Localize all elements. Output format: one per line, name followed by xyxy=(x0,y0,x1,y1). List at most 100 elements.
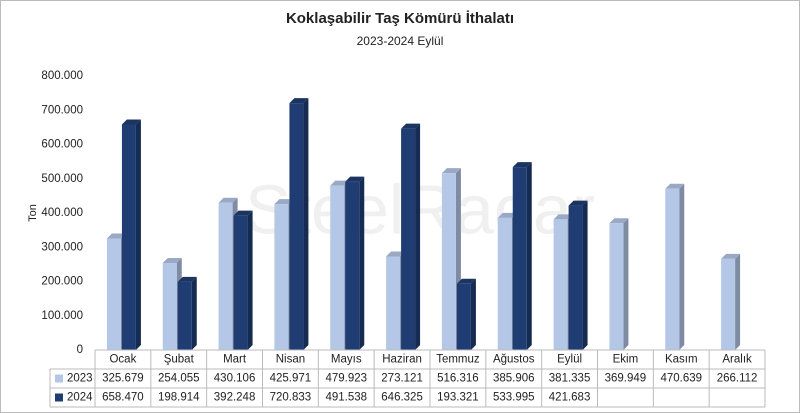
bar-side xyxy=(191,276,197,350)
y-tick-label: 600.000 xyxy=(41,139,83,151)
table-value: 479.923 xyxy=(325,373,367,385)
bar xyxy=(162,262,177,350)
x-tick-label: Aralık xyxy=(722,354,752,366)
bar xyxy=(553,219,568,350)
table-value: 193.321 xyxy=(437,392,479,404)
bar xyxy=(512,167,527,350)
table-value: 381.335 xyxy=(549,373,591,385)
bar-side xyxy=(679,183,685,350)
x-tick-label: Mayıs xyxy=(331,354,362,366)
table-value: 658.470 xyxy=(102,392,144,404)
bar-top xyxy=(386,251,406,257)
table-value: 470.639 xyxy=(660,373,702,385)
bar-side xyxy=(303,98,309,350)
table-value: 430.106 xyxy=(214,373,256,385)
bar-top xyxy=(177,276,197,282)
x-tick-label: Ocak xyxy=(109,354,136,366)
y-tick-label: 800.000 xyxy=(41,70,83,82)
bar-side xyxy=(359,176,365,350)
y-axis-label: Ton xyxy=(27,204,39,222)
bar-side xyxy=(470,278,476,350)
bar-top xyxy=(456,278,476,284)
chart-title: Koklaşabilir Taş Kömürü İthalatı xyxy=(286,10,514,27)
bar-top xyxy=(609,218,629,224)
bar-top xyxy=(233,210,253,216)
bar-top xyxy=(106,233,126,239)
bar xyxy=(609,223,624,350)
legend-label: 2024 xyxy=(67,392,93,404)
table-value: 198.914 xyxy=(158,392,200,404)
x-tick-label: Nisan xyxy=(276,354,305,366)
bar-top xyxy=(330,180,350,186)
bar-top xyxy=(497,212,517,218)
legend-label: 2023 xyxy=(67,373,93,385)
bar-top xyxy=(218,197,238,203)
table-value: 273.121 xyxy=(381,373,423,385)
bar-top xyxy=(512,162,532,168)
x-tick-label: Temmuz xyxy=(436,354,480,366)
y-tick-label: 200.000 xyxy=(41,276,83,288)
bar-top xyxy=(121,119,141,125)
bar xyxy=(665,188,680,350)
x-tick-label: Ekim xyxy=(613,354,639,366)
bar-side xyxy=(526,162,532,350)
y-tick-label: 700.000 xyxy=(41,104,83,116)
bar xyxy=(401,128,416,350)
bar xyxy=(456,283,471,350)
bar-side xyxy=(415,123,421,350)
bar-side xyxy=(735,253,741,350)
y-tick-label: 100.000 xyxy=(41,310,83,322)
bar xyxy=(386,256,401,350)
bar xyxy=(177,281,192,350)
y-tick-label: 300.000 xyxy=(41,241,83,253)
bar xyxy=(497,217,512,350)
x-tick-label: Mart xyxy=(223,354,247,366)
bar-top xyxy=(274,199,294,205)
table-value: 325.679 xyxy=(102,373,144,385)
x-tick-label: Eylül xyxy=(557,354,582,366)
bar-top xyxy=(568,200,588,206)
table-value: 533.995 xyxy=(493,392,535,404)
table-value: 369.949 xyxy=(605,373,647,385)
bar-top xyxy=(345,176,365,182)
y-tick-label: 500.000 xyxy=(41,173,83,185)
x-tick-label: Kasım xyxy=(665,354,698,366)
bar-top xyxy=(553,214,573,220)
bar-top xyxy=(162,257,182,263)
y-tick-label: 0 xyxy=(77,344,83,356)
x-tick-label: Haziran xyxy=(382,354,422,366)
table-value: 266.112 xyxy=(717,373,758,385)
table-value: 516.316 xyxy=(437,373,479,385)
bar-side xyxy=(135,119,141,350)
bar xyxy=(233,215,248,350)
x-tick-label: Şubat xyxy=(164,354,195,366)
bar xyxy=(218,202,233,350)
table-value: 254.055 xyxy=(158,373,200,385)
bar-side xyxy=(247,210,253,350)
bar-top xyxy=(441,168,461,174)
bar xyxy=(345,181,360,350)
table-value: 646.325 xyxy=(381,392,423,404)
table-value: 491.538 xyxy=(325,392,367,404)
bar xyxy=(441,173,456,350)
table-value: 425.971 xyxy=(270,373,312,385)
bar-top xyxy=(665,183,685,189)
bar-side xyxy=(582,200,588,350)
bar xyxy=(121,124,136,350)
chart-subtitle: 2023-2024 Eylül xyxy=(357,34,444,48)
y-tick-label: 400.000 xyxy=(41,207,83,219)
bar xyxy=(274,204,289,350)
table-value: 385.906 xyxy=(493,373,535,385)
bar xyxy=(106,238,121,350)
bar-top xyxy=(721,253,741,259)
bar-top xyxy=(289,98,309,104)
bar-side xyxy=(623,218,629,350)
bar xyxy=(721,258,736,350)
legend-swatch xyxy=(55,393,63,402)
bar xyxy=(330,185,345,350)
legend-swatch xyxy=(55,374,63,383)
table-value: 392.248 xyxy=(214,392,256,404)
bar xyxy=(289,103,304,350)
bar-top xyxy=(401,123,421,129)
